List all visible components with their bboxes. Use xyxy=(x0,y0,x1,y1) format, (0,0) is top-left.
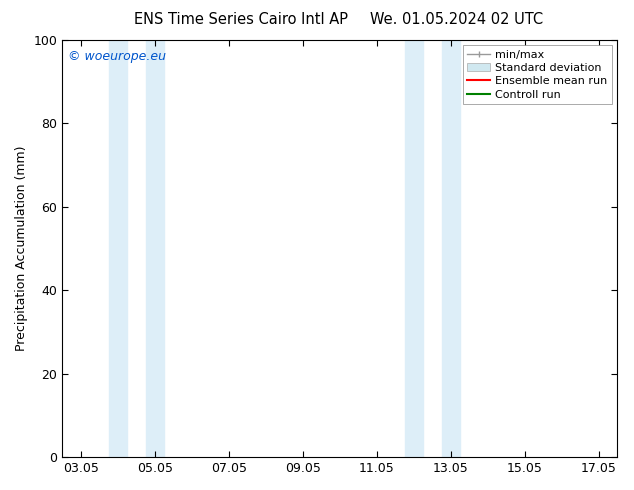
Text: We. 01.05.2024 02 UTC: We. 01.05.2024 02 UTC xyxy=(370,12,543,27)
Bar xyxy=(442,40,460,457)
Bar xyxy=(146,40,164,457)
Y-axis label: Precipitation Accumulation (mm): Precipitation Accumulation (mm) xyxy=(15,146,28,351)
Bar xyxy=(108,40,127,457)
Bar xyxy=(404,40,423,457)
Text: ENS Time Series Cairo Intl AP: ENS Time Series Cairo Intl AP xyxy=(134,12,348,27)
Text: © woeurope.eu: © woeurope.eu xyxy=(68,50,166,63)
Legend: min/max, Standard deviation, Ensemble mean run, Controll run: min/max, Standard deviation, Ensemble me… xyxy=(463,45,612,104)
